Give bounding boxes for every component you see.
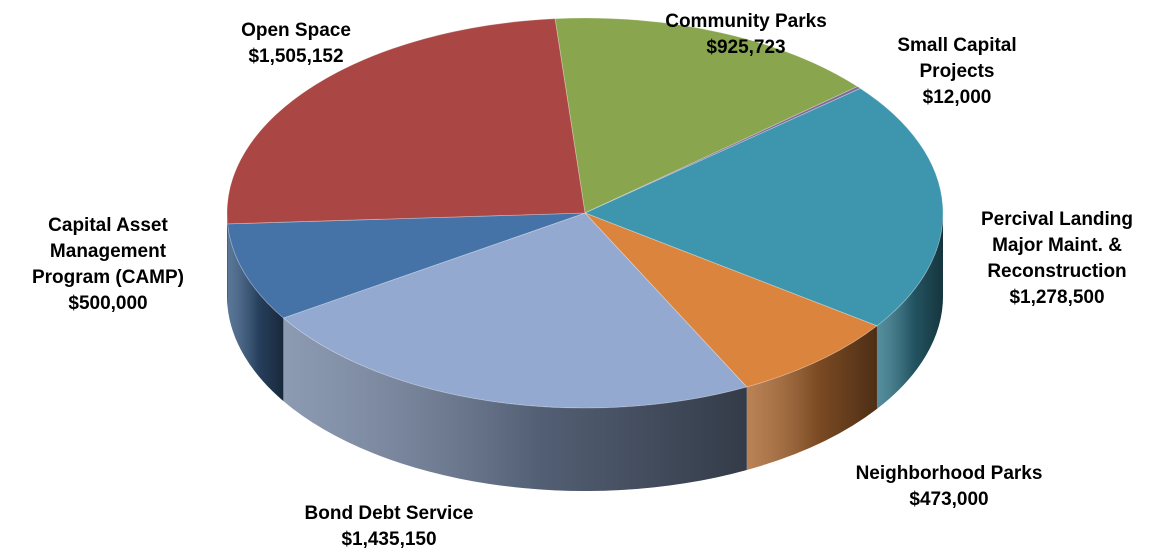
slice-value-label: $500,000 [68,293,147,314]
slice-data-label: Capital Asset Management Program (CAMP) $50… [32,215,184,314]
slice-data-label: Percival Landing Major Maint. & Reconstruc… [981,209,1133,308]
pie-slice [227,212,586,319]
slice-value-label: $473,000 [909,489,988,510]
slice-data-label: Community Parks $925,723 [665,11,827,58]
slice-category-label: Management [50,241,167,262]
slice-data-label: Open Space $1,505,152 [241,20,351,67]
slice-data-label: Small Capital Projects $12,000 [897,35,1016,108]
slice-category-label: Projects [920,61,995,82]
pie-side-walls [227,213,943,491]
pie-slice [554,17,859,214]
slice-value-label: $1,278,500 [1009,287,1104,308]
slice-data-label: Neighborhood Parks $473,000 [856,463,1043,510]
slice-category-label: Percival Landing [981,209,1133,230]
slice-category-label: Neighborhood Parks [856,463,1043,484]
slice-value-label: $925,723 [706,37,785,58]
pie-data-labels: Community Parks $925,723 Small Capital Proj… [32,11,1133,550]
pie-slice-side-shading [227,223,284,401]
slice-category-label: Reconstruction [987,261,1126,282]
slice-value-label: $1,505,152 [248,46,343,67]
slice-category-label: Bond Debt Service [305,503,474,524]
slice-data-label: Bond Debt Service $1,435,150 [305,503,474,550]
pie-top-faces [226,17,944,409]
slice-category-label: Open Space [241,20,351,41]
slice-category-label: Small Capital [897,35,1016,56]
slice-category-label: Major Maint. & [992,235,1122,256]
pie-slice [584,212,878,388]
pie-slice [226,18,586,225]
pie-slice [282,212,748,409]
pie-slice-side-shading [876,213,943,409]
pie-slice-side-shading [746,325,877,470]
pie-slice-side-shading [227,213,228,307]
slice-value-label: $12,000 [923,87,992,108]
slice-value-label: $1,435,150 [341,529,436,550]
pie-slice-side-shading [283,317,747,491]
slice-category-label: Program (CAMP) [32,267,184,288]
slice-category-label: Community Parks [665,11,827,32]
slice-category-label: Capital Asset [48,215,168,236]
pie-slice [583,87,944,327]
pie-slice [584,86,862,214]
